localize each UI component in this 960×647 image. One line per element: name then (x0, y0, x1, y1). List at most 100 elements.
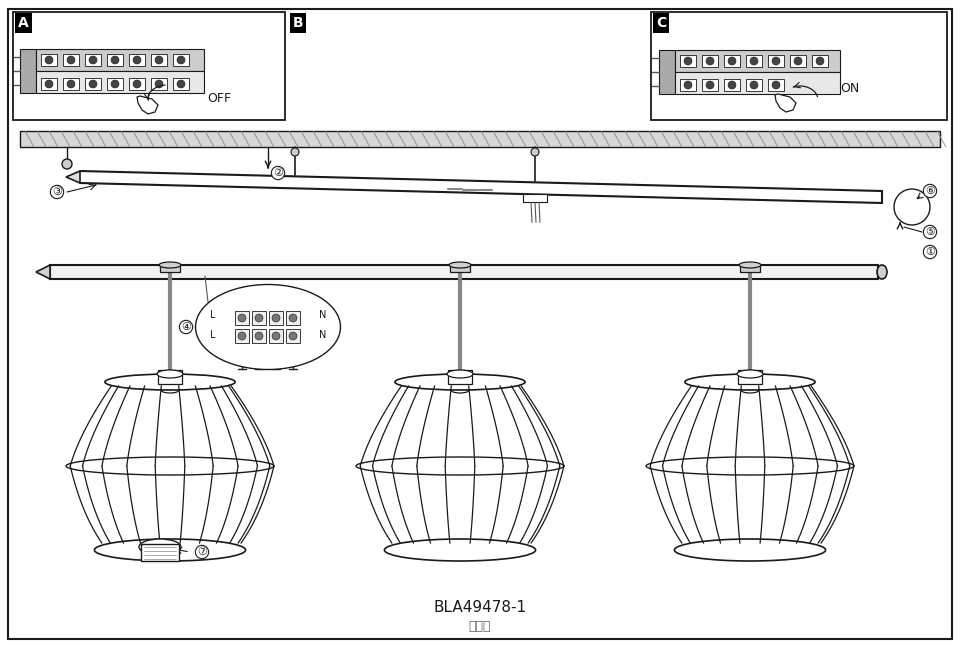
Circle shape (89, 56, 97, 64)
Circle shape (238, 332, 246, 340)
Ellipse shape (451, 387, 469, 393)
Bar (738, 370, 762, 384)
Ellipse shape (161, 387, 179, 393)
Bar (63, 78, 79, 90)
Circle shape (111, 80, 119, 88)
Bar (286, 329, 300, 343)
Ellipse shape (674, 539, 826, 561)
Circle shape (255, 314, 263, 322)
Ellipse shape (877, 265, 887, 279)
Bar (675, 72, 840, 94)
Circle shape (238, 314, 246, 322)
Bar (107, 78, 123, 90)
Bar (450, 265, 470, 272)
Text: ⑤: ⑤ (925, 227, 935, 237)
Circle shape (531, 148, 539, 156)
Ellipse shape (157, 370, 183, 378)
Circle shape (794, 57, 802, 65)
Circle shape (728, 57, 736, 65)
Ellipse shape (684, 374, 815, 390)
Bar (141, 544, 179, 561)
Ellipse shape (737, 370, 763, 378)
Circle shape (750, 57, 758, 65)
Bar (129, 78, 145, 90)
Bar (452, 380, 468, 390)
Bar (160, 265, 180, 272)
Circle shape (67, 56, 75, 64)
Bar (252, 329, 266, 343)
Ellipse shape (741, 387, 759, 393)
Circle shape (772, 57, 780, 65)
Circle shape (272, 332, 280, 340)
Circle shape (684, 81, 692, 89)
Text: B: B (293, 16, 303, 30)
Ellipse shape (384, 539, 536, 561)
Bar (269, 311, 283, 325)
Bar (36, 49, 204, 71)
Bar (63, 54, 79, 66)
Bar (742, 380, 758, 390)
Bar (680, 79, 696, 91)
Circle shape (816, 57, 824, 65)
Circle shape (155, 80, 163, 88)
Bar (252, 311, 266, 325)
Bar (812, 55, 828, 67)
Ellipse shape (449, 262, 471, 268)
Text: N: N (320, 310, 326, 320)
Bar (768, 79, 784, 91)
Circle shape (62, 159, 72, 169)
Bar (235, 311, 249, 325)
Bar (448, 370, 472, 384)
Ellipse shape (159, 262, 181, 268)
Bar (651, 12, 947, 120)
Bar (702, 55, 718, 67)
Circle shape (894, 189, 930, 225)
Bar (523, 194, 547, 203)
Ellipse shape (94, 539, 246, 561)
Circle shape (289, 314, 297, 322)
Text: OFF: OFF (207, 93, 231, 105)
Text: L: L (210, 310, 216, 320)
Bar (50, 265, 878, 279)
Bar (286, 311, 300, 325)
Circle shape (155, 56, 163, 64)
Bar (162, 380, 178, 390)
Circle shape (750, 81, 758, 89)
Bar (85, 78, 101, 90)
Circle shape (177, 80, 185, 88)
Bar (746, 55, 762, 67)
Text: ON: ON (840, 83, 859, 96)
Bar (724, 55, 740, 67)
Bar (41, 54, 57, 66)
Circle shape (272, 314, 280, 322)
Polygon shape (137, 96, 158, 114)
Bar (235, 329, 249, 343)
Bar (740, 265, 760, 272)
Bar (173, 54, 189, 66)
Circle shape (706, 81, 714, 89)
Text: A: A (18, 16, 29, 30)
Circle shape (133, 56, 141, 64)
Circle shape (67, 80, 75, 88)
Bar (675, 50, 840, 72)
Bar (702, 79, 718, 91)
Bar (151, 54, 167, 66)
Bar (85, 54, 101, 66)
Text: C: C (656, 16, 666, 30)
Text: ①: ① (925, 247, 935, 257)
Text: BLA49478-1: BLA49478-1 (433, 600, 527, 615)
Bar (724, 79, 740, 91)
Circle shape (706, 57, 714, 65)
Polygon shape (36, 265, 50, 279)
Text: ④: ④ (181, 322, 191, 332)
Bar (269, 329, 283, 343)
Text: L: L (210, 330, 216, 340)
Text: N: N (320, 330, 326, 340)
Ellipse shape (395, 374, 525, 390)
Ellipse shape (66, 457, 274, 475)
Text: ⑦: ⑦ (197, 547, 207, 557)
Ellipse shape (196, 285, 341, 369)
Bar (20, 49, 36, 93)
Bar (173, 78, 189, 90)
Ellipse shape (139, 539, 181, 555)
